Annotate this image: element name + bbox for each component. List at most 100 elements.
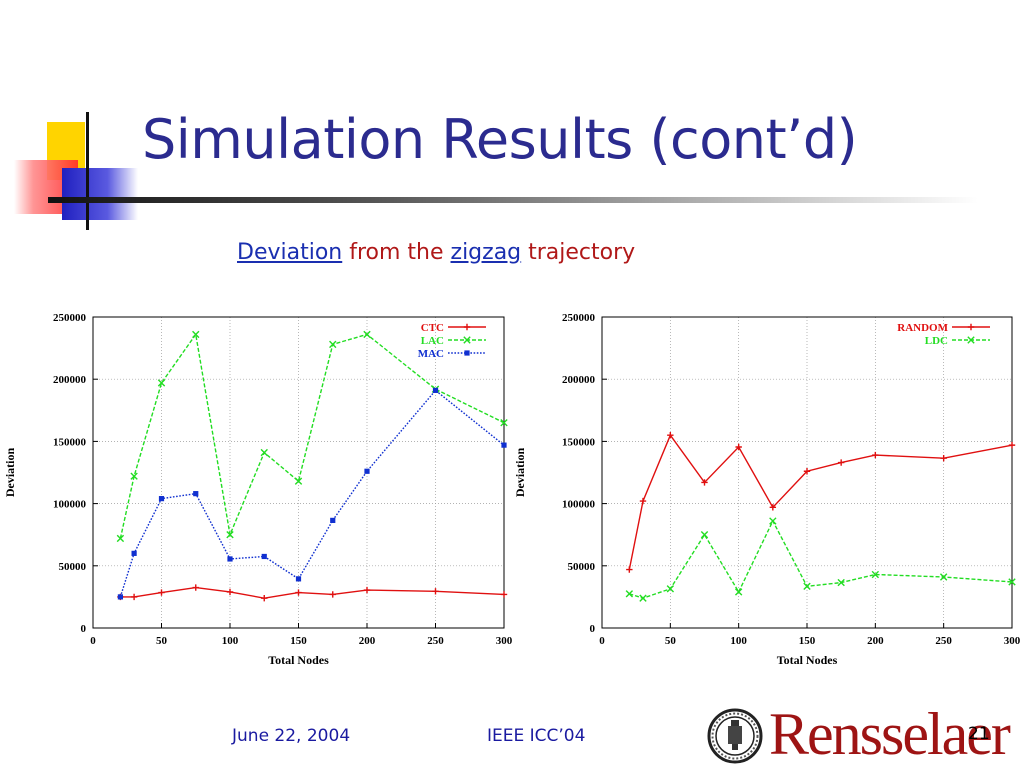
page-number: 21: [968, 724, 990, 744]
data-point-CTC: [192, 584, 199, 591]
legend-label-CTC: CTC: [421, 322, 444, 334]
x-axis-label: Total Nodes: [268, 653, 329, 667]
x-axis-label: Total Nodes: [777, 653, 838, 667]
data-point-RANDOM: [940, 454, 947, 462]
data-point-MAC: [295, 576, 302, 582]
rensselaer-seal-icon: [707, 708, 763, 764]
series-line-MAC: [119, 389, 505, 598]
y-tick-label: 200000: [562, 374, 596, 386]
title-underline: [48, 197, 978, 203]
data-point-MAC: [158, 496, 165, 502]
chart-1-svg: 0 50 100 150 200 250 300 0 50000 100000 150000 2000…: [3, 312, 513, 667]
data-point-LDC: [734, 588, 743, 596]
data-point-RANDOM: [701, 479, 708, 486]
y-tick-label: 250000: [562, 312, 596, 324]
series-MAC: [117, 387, 507, 600]
decor-blue-square: [62, 168, 138, 220]
data-point-MAC: [193, 491, 199, 497]
subtitle-link-deviation[interactable]: Deviation: [237, 240, 343, 265]
chart-left: 0 50 100 150 200 250 300 0 50000 100000 150000 2000…: [0, 300, 513, 680]
rensselaer-logo-text: Rensselaer: [769, 701, 1011, 767]
legend-marker-CTC: [463, 323, 471, 331]
series-LDC: [625, 517, 1016, 602]
y-tick-label: 50000: [59, 561, 87, 573]
data-point-CTC: [226, 588, 234, 596]
y-tick-label: 100000: [53, 499, 87, 511]
x-tick-label: 250: [935, 635, 952, 647]
legend-marker-LAC: [463, 336, 471, 344]
data-point-RANDOM: [769, 504, 777, 511]
data-point-LAC: [329, 340, 337, 349]
data-point-CTC: [158, 589, 165, 596]
subtitle-link-zigzag[interactable]: zigzag: [450, 240, 522, 265]
data-point-LAC: [294, 477, 303, 485]
x-tick-label: 100: [222, 635, 239, 647]
data-point-LDC: [666, 585, 675, 593]
data-point-RANDOM: [735, 443, 742, 451]
data-point-LDC: [803, 582, 811, 591]
subtitle-text-trajectory: trajectory: [521, 240, 636, 265]
data-point-LAC: [192, 330, 200, 339]
footer-date: June 22, 2004: [232, 726, 351, 746]
data-point-CTC: [500, 591, 508, 598]
data-point-CTC: [363, 586, 371, 594]
data-point-LDC: [639, 594, 647, 602]
x-tick-label: 0: [90, 635, 96, 647]
data-point-MAC: [261, 553, 267, 560]
data-point-LAC: [363, 330, 371, 339]
x-tick-label: 250: [427, 635, 444, 647]
data-point-LDC: [871, 570, 880, 579]
y-tick-label: 150000: [53, 436, 87, 448]
data-point-LDC: [1008, 578, 1016, 586]
series-CTC: [117, 584, 508, 602]
data-point-LAC: [226, 531, 234, 539]
data-point-LAC: [116, 534, 125, 543]
data-point-LDC: [837, 578, 845, 587]
y-axis-label: Deviation: [3, 448, 17, 498]
data-point-RANDOM: [872, 451, 879, 459]
y-tick-label: 250000: [53, 312, 87, 324]
y-tick-label: 150000: [562, 436, 596, 448]
footer-conference: IEEE ICC’04: [487, 726, 586, 746]
decor-vertical-line: [86, 112, 89, 230]
data-point-MAC: [432, 387, 439, 393]
series-line-CTC: [120, 586, 505, 599]
subtitle-text-from-the: from the: [342, 240, 451, 265]
x-tick-label: 200: [867, 635, 884, 647]
legend-label-LAC: LAC: [421, 335, 444, 347]
legend-label-LDC: LDC: [925, 335, 948, 347]
x-tick-label: 0: [599, 635, 605, 647]
data-point-LDC: [769, 517, 777, 525]
slide-subtitle: Deviation from the zigzag trajectory: [237, 240, 635, 265]
y-tick-label: 50000: [568, 561, 596, 573]
data-point-LDC: [700, 531, 709, 539]
chart-right: 0 50 100 150 200 250 300 0 50000 100000 150000 2000…: [510, 300, 1024, 680]
legend-marker-RANDOM: [967, 323, 975, 331]
y-tick-label: 0: [81, 623, 87, 635]
data-point-LAC: [500, 419, 508, 427]
data-point-LDC: [625, 590, 634, 598]
y-axis-label: Deviation: [513, 448, 527, 498]
legend-label-RANDOM: RANDOM: [897, 322, 948, 334]
x-tick-label: 50: [665, 635, 677, 647]
chart-2-svg: 0 50 100 150 200 250 300 0 50000 100000 150000 2000…: [513, 312, 1021, 667]
x-tick-label: 200: [359, 635, 376, 647]
data-point-RANDOM: [803, 468, 811, 475]
series-RANDOM: [626, 431, 1016, 573]
data-point-CTC: [295, 589, 302, 596]
data-point-RANDOM: [837, 459, 845, 466]
series-LAC: [116, 330, 508, 543]
slide-title: Simulation Results (cont’d): [142, 108, 858, 171]
data-point-MAC: [227, 556, 233, 562]
x-tick-label: 150: [290, 635, 307, 647]
data-point-LAC: [157, 379, 166, 387]
data-point-CTC: [432, 588, 439, 595]
data-point-MAC: [501, 442, 507, 448]
y-tick-label: 0: [590, 623, 596, 635]
data-point-MAC: [364, 468, 370, 474]
legend-marker-MAC: [464, 350, 470, 356]
x-tick-label: 50: [156, 635, 168, 647]
series-line-RANDOM: [628, 433, 1013, 570]
legend-marker-LDC: [967, 336, 975, 344]
data-point-LDC: [939, 573, 948, 581]
